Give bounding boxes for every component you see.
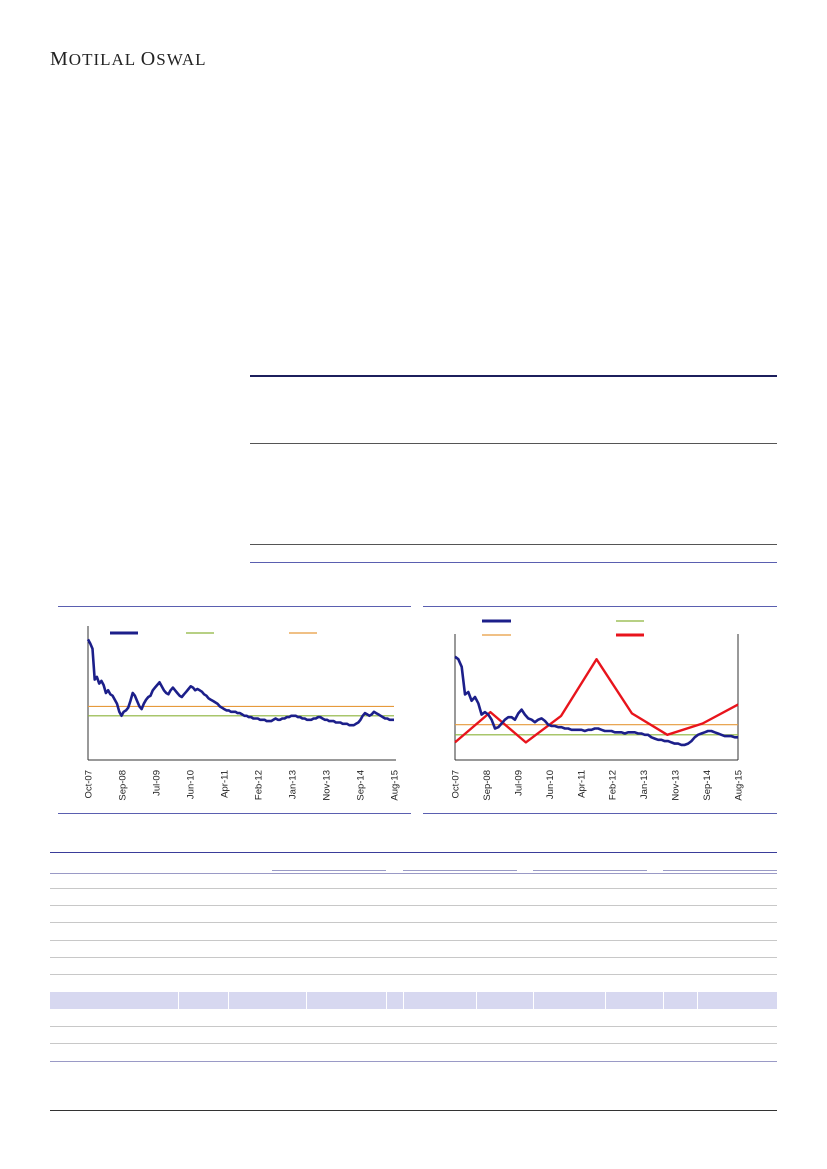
data-table-column-separator: [386, 992, 387, 1009]
chart-right-axes: [454, 634, 739, 761]
data-table-column-separator: [476, 992, 477, 1009]
series-line-navy: [454, 655, 738, 747]
footer-rule: [50, 1110, 777, 1111]
series-line-red: [454, 658, 739, 744]
data-table-column-separator: [178, 992, 179, 1009]
chart-right-top-rule: [423, 606, 777, 607]
chart-left-top-rule: [58, 606, 411, 607]
chart-left-axes: [87, 626, 396, 761]
x-tick-label: Jan-13: [288, 770, 299, 799]
data-table-row-divider: [50, 940, 777, 941]
x-tick-label: Oct-07: [84, 770, 95, 799]
data-table-column-separator: [605, 992, 606, 1009]
x-tick-label: Feb-12: [254, 770, 265, 800]
x-tick-label: Apr-11: [576, 770, 587, 798]
x-tick-label: Sep-08: [482, 770, 493, 801]
data-table-row-divider: [50, 974, 777, 975]
data-table-column-separator: [403, 992, 404, 1009]
data-table-column-separator: [663, 992, 664, 1009]
summary-table-top-rule: [250, 375, 777, 377]
data-table-group-3-underline: [533, 870, 647, 871]
data-table-bottom-rule: [50, 1061, 777, 1062]
summary-table-header-rule: [250, 443, 777, 444]
data-table-row-divider: [50, 1043, 777, 1044]
x-tick-label: Aug-15: [734, 770, 745, 801]
x-tick-label: Sep-14: [356, 770, 367, 801]
data-table-row-divider: [50, 905, 777, 906]
data-table-group-4-underline: [663, 870, 777, 871]
chart-right-legend: [482, 619, 644, 637]
data-table-highlight-row: [50, 992, 777, 1009]
data-table-row-divider: [50, 957, 777, 958]
x-tick-label: Jun-10: [545, 770, 556, 799]
brand-logo: MOTILAL OSWAL: [50, 48, 207, 70]
data-table-column-separator: [533, 992, 534, 1009]
data-table-row-divider: [50, 922, 777, 923]
summary-table-body-rule: [250, 544, 777, 545]
chart-right-bottom-rule: [423, 813, 777, 814]
x-tick-label: Nov-13: [671, 770, 682, 801]
data-table-row-divider: [50, 888, 777, 889]
data-table-column-separator: [306, 992, 307, 1009]
x-tick-label: Jul-09: [152, 770, 163, 796]
chart-left-bottom-rule: [58, 813, 411, 814]
x-tick-label: Nov-13: [322, 770, 333, 801]
x-tick-label: Oct-07: [451, 770, 462, 799]
data-table-column-separator: [228, 992, 229, 1009]
x-tick-label: Jan-13: [639, 770, 650, 799]
x-tick-label: Aug-15: [390, 770, 401, 801]
data-table-group-1-underline: [272, 870, 386, 871]
data-table-top-rule: [50, 852, 777, 853]
data-table-group-2-underline: [403, 870, 517, 871]
x-tick-label: Feb-12: [608, 770, 619, 800]
x-tick-label: Sep-14: [702, 770, 713, 801]
data-table-row-divider: [50, 1026, 777, 1027]
x-tick-label: Jun-10: [186, 770, 197, 799]
x-tick-label: Sep-08: [118, 770, 129, 801]
x-tick-label: Apr-11: [220, 770, 231, 798]
x-tick-label: Jul-09: [513, 770, 524, 796]
summary-table-bottom-rule: [250, 562, 777, 563]
series-line-navy: [86, 638, 394, 727]
data-table-header-rule: [50, 873, 777, 874]
data-table-column-separator: [697, 992, 698, 1009]
